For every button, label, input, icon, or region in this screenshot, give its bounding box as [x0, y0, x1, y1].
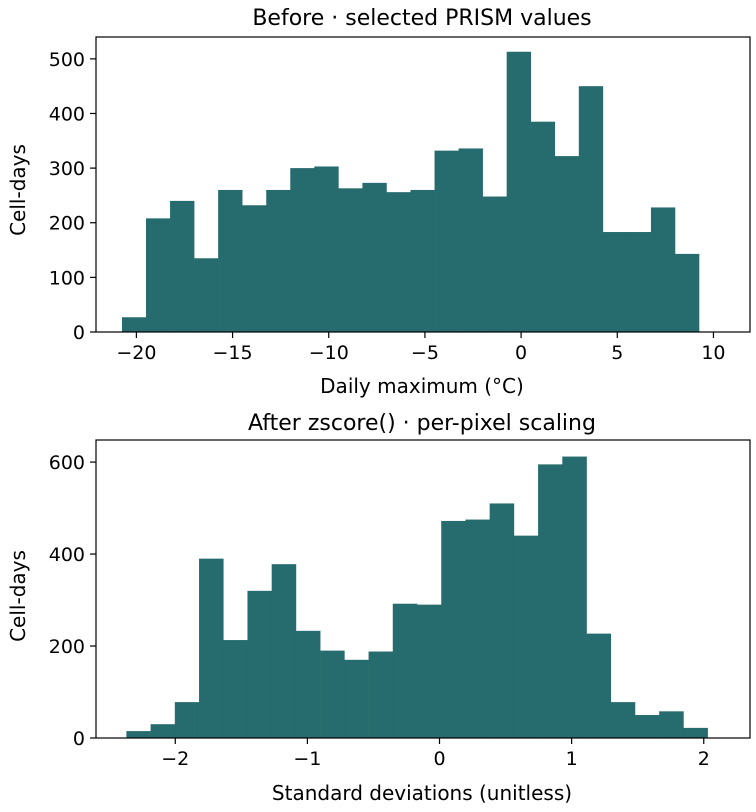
- chart-bottom-bar: [344, 659, 369, 738]
- chart-bottom-ylabel: Cell-days: [6, 550, 30, 642]
- chart-top-bar: [146, 218, 171, 332]
- chart-top-bar: [554, 156, 580, 332]
- chart-bottom-bar: [465, 519, 490, 738]
- chart-top-bar: [458, 148, 483, 332]
- chart-bottom-xtick-label: −1: [293, 748, 321, 770]
- chart-top-bar: [650, 207, 676, 332]
- chart-top-ytick-label: 0: [73, 322, 85, 344]
- chart-top-bar: [362, 182, 387, 332]
- chart-top-ytick-label: 300: [49, 158, 85, 180]
- chart-top-ytick-label: 100: [49, 267, 85, 289]
- chart-top-xlabel: Daily maximum (°C): [320, 374, 524, 398]
- chart-top-title: Before · selected PRISM values: [252, 6, 591, 31]
- chart-top-bar: [314, 166, 339, 332]
- chart-bottom-bar: [223, 640, 248, 738]
- chart-top-xtick-label: 10: [701, 342, 725, 364]
- chart-bottom-bar: [199, 558, 224, 738]
- chart-bottom-bar: [659, 711, 684, 738]
- chart-top-ytick-label: 200: [49, 213, 85, 235]
- chart-top-bar: [386, 192, 411, 332]
- chart-top-bar: [338, 188, 363, 332]
- chart-bottom-xtick-label: 0: [433, 748, 445, 770]
- chart-bottom-xtick-label: 2: [698, 748, 710, 770]
- chart-top-bar: [194, 258, 219, 332]
- chart-bottom-xlabel: Standard deviations (unitless): [272, 781, 572, 805]
- chart-bottom-bar: [513, 535, 539, 738]
- chart-bottom-bar: [392, 603, 418, 738]
- chart-bottom-bar: [174, 702, 200, 738]
- chart-bottom-xtick-label: 1: [566, 748, 578, 770]
- chart-top-bar: [290, 168, 315, 332]
- chart-bottom-bar: [126, 731, 151, 738]
- chart-top-xtick-label: −20: [116, 342, 156, 364]
- chart-bottom-bar: [610, 702, 636, 738]
- chart-bottom-bar: [320, 650, 345, 738]
- chart-top-bar: [434, 150, 459, 332]
- chart-bottom-title: After zscore() · per-pixel scaling: [248, 411, 596, 436]
- chart-top-xtick-label: −10: [309, 342, 349, 364]
- chart-top-bar: [674, 253, 700, 332]
- chart-bottom-bar: [562, 456, 587, 738]
- chart-bottom-bar: [368, 651, 394, 738]
- chart-top-bar: [578, 86, 604, 332]
- chart-top-xtick-label: 5: [611, 342, 623, 364]
- chart-top-bar: [626, 232, 652, 332]
- chart-bottom-bar: [683, 727, 708, 738]
- chart-bottom-bar: [417, 604, 442, 738]
- chart-top-bar: [218, 189, 243, 332]
- chart-top-ytick-label: 400: [49, 103, 85, 125]
- chart-top-xtick-label: 0: [515, 342, 527, 364]
- chart-bottom-ytick-label: 0: [73, 728, 85, 750]
- chart-top-bar: [170, 200, 195, 332]
- chart-bottom-ytick-label: 600: [49, 452, 85, 474]
- chart-bottom-bar: [271, 564, 297, 738]
- chart-top: Before · selected PRISM values −20 −15 −10…: [6, 6, 751, 398]
- chart-bottom-bar: [150, 724, 176, 738]
- chart-bottom-ytick-label: 200: [49, 636, 85, 658]
- chart-bottom-axes: −2 −1 0 1 2 0 200 400 600: [49, 439, 751, 770]
- chart-top-bar: [530, 121, 556, 333]
- chart-bottom-xtick-label: −2: [161, 748, 189, 770]
- chart-bottom-bars: [126, 456, 708, 738]
- chart-top-bar: [242, 205, 267, 332]
- chart-top-frame: [95, 36, 751, 333]
- chart-bottom-bar: [489, 503, 515, 738]
- chart-top-xtick-label: −15: [213, 342, 253, 364]
- chart-bottom: After zscore() · per-pixel scaling −2 −1 0…: [6, 411, 751, 805]
- chart-top-ytick-label: 500: [49, 49, 85, 71]
- chart-top-bar: [602, 232, 628, 332]
- chart-top-bar: [121, 317, 147, 332]
- chart-bottom-frame: [95, 439, 751, 739]
- chart-top-ylabel: Cell-days: [6, 144, 30, 236]
- chart-bottom-bar: [586, 633, 612, 738]
- chart-top-xtick-label: −5: [411, 342, 439, 364]
- chart-top-bar: [266, 189, 291, 332]
- chart-bottom-bar: [634, 715, 660, 738]
- chart-bottom-bar: [295, 630, 321, 738]
- chart-top-bar: [506, 51, 532, 332]
- chart-top-bar: [410, 189, 435, 332]
- chart-bottom-bar: [538, 464, 563, 738]
- chart-bottom-bar: [247, 590, 272, 738]
- chart-top-bars: [121, 51, 700, 333]
- chart-top-bar: [482, 196, 507, 332]
- chart-bottom-ytick-label: 400: [49, 544, 85, 566]
- chart-bottom-bar: [441, 520, 466, 738]
